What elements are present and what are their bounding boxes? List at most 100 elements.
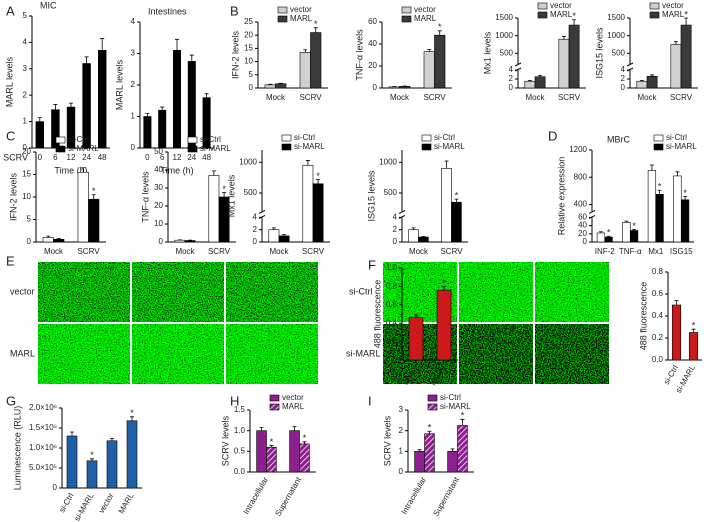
bar — [77, 171, 89, 243]
y-tick-label: 400 — [574, 200, 588, 209]
y-tick-label: 0.0 — [386, 355, 398, 364]
x-tick-label: Intracellular — [242, 475, 271, 516]
error-bar — [437, 30, 442, 36]
error-bar — [145, 112, 150, 117]
micrograph — [535, 262, 609, 322]
legend-label: vector — [550, 1, 572, 10]
y-axis-label: Luminescence (RLU) — [12, 406, 22, 491]
error-bar — [160, 106, 165, 111]
y-tick-label: 1200 — [569, 145, 587, 154]
y-tick-label: 1000 — [607, 31, 625, 40]
y-tick-label: 5 — [249, 70, 254, 79]
bar — [418, 236, 429, 243]
bar — [629, 230, 639, 243]
bar — [636, 80, 648, 89]
bar — [275, 83, 287, 89]
y-tick-label: 0.6 — [652, 289, 664, 298]
row-label: MARL — [10, 348, 35, 358]
y-tick-label: 4 — [393, 213, 398, 222]
chart-title: MIC — [40, 0, 57, 10]
x-tick-label: SCRV — [558, 93, 581, 102]
significance-mark: * — [442, 278, 446, 288]
bar — [424, 433, 435, 473]
error-bar — [639, 79, 644, 82]
x-tick-label: 12 — [173, 153, 182, 162]
legend-swatch — [281, 143, 292, 151]
y-tick-label: 0.2 — [386, 337, 398, 346]
x-tick-label: SCRV — [302, 247, 325, 256]
error-bar — [650, 74, 655, 77]
error-bar — [81, 167, 86, 173]
error-bar — [37, 117, 42, 122]
y-tick-label: 4 — [253, 213, 258, 222]
bar — [173, 50, 182, 149]
y-tick-label: 20 — [368, 61, 377, 70]
legend-swatch — [269, 394, 280, 402]
legend-label: si-MARL — [294, 142, 325, 151]
micrograph — [38, 324, 130, 384]
y-axis-label: Mx1 levels — [482, 31, 492, 74]
significance-mark: * — [572, 11, 576, 21]
significance-mark: * — [130, 408, 134, 418]
y-tick-label: 0 — [159, 237, 164, 246]
bar — [655, 194, 664, 243]
panel-letter: I — [368, 393, 372, 408]
y-tick-label: 0.8 — [652, 267, 664, 276]
legend-swatch — [653, 143, 664, 151]
legend-label: vector — [282, 393, 304, 402]
x-tick-label: 48 — [98, 153, 107, 162]
x-tick-label: SCRV — [299, 93, 322, 102]
bar — [423, 51, 435, 89]
bar — [158, 109, 167, 149]
y-tick-label: 0.0 — [234, 467, 246, 476]
legend-label: si-MARL — [434, 142, 465, 151]
bar — [680, 24, 692, 89]
y-tick-label: 5 — [23, 11, 28, 20]
x-tick-label: Supernatant — [431, 475, 461, 518]
bar — [126, 420, 138, 489]
bar — [596, 232, 606, 243]
bar — [143, 116, 152, 149]
micrograph — [132, 262, 224, 322]
panel-letter: G — [6, 393, 16, 408]
y-tick-label: 0 — [399, 467, 404, 476]
legend-swatch — [421, 134, 432, 142]
y-tick-label: 2 — [399, 426, 404, 435]
y-tick-label: 1.0 — [386, 263, 398, 272]
y-axis-label: TNF-α levels — [140, 171, 150, 223]
bar — [264, 84, 276, 89]
legend-label: si-MARL — [666, 142, 697, 151]
error-bar — [632, 229, 637, 231]
bar — [680, 199, 690, 243]
bar — [646, 76, 658, 89]
bar — [266, 446, 277, 473]
x-tick-label: MARL — [117, 491, 136, 515]
x-prefix: SCRV — [3, 152, 28, 162]
legend-label: MARL — [550, 10, 573, 19]
legend-swatch — [421, 143, 432, 151]
y-tick-label: 1.0×10⁶ — [29, 443, 57, 452]
error-bar — [259, 426, 264, 431]
x-tick-label: Mock — [44, 247, 64, 256]
y-axis-label: ISG15 levels — [366, 170, 376, 222]
legend-label: si-Ctrl — [666, 133, 687, 142]
legend-swatch — [187, 136, 198, 144]
y-tick-label: 5.0×10⁵ — [29, 463, 57, 472]
x-tick-label: TNF-α — [619, 247, 642, 256]
y-tick-label: 0 — [249, 83, 254, 92]
error-bar — [271, 227, 276, 230]
legend-swatch — [55, 145, 66, 153]
bar — [88, 198, 100, 243]
legend-swatch — [55, 136, 66, 144]
error-bar — [313, 27, 318, 33]
y-tick-label: 0.5 — [234, 446, 246, 455]
error-bar — [189, 54, 194, 62]
legend-swatch — [401, 15, 412, 23]
chart-title: MBrC — [607, 134, 630, 144]
bar — [447, 451, 458, 473]
error-bar — [684, 17, 689, 26]
y-tick-label: 0 — [373, 83, 378, 92]
x-tick-label: 48 — [202, 153, 211, 162]
y-tick-label: 500 — [612, 48, 626, 57]
x-tick-label: Mock — [637, 93, 657, 102]
